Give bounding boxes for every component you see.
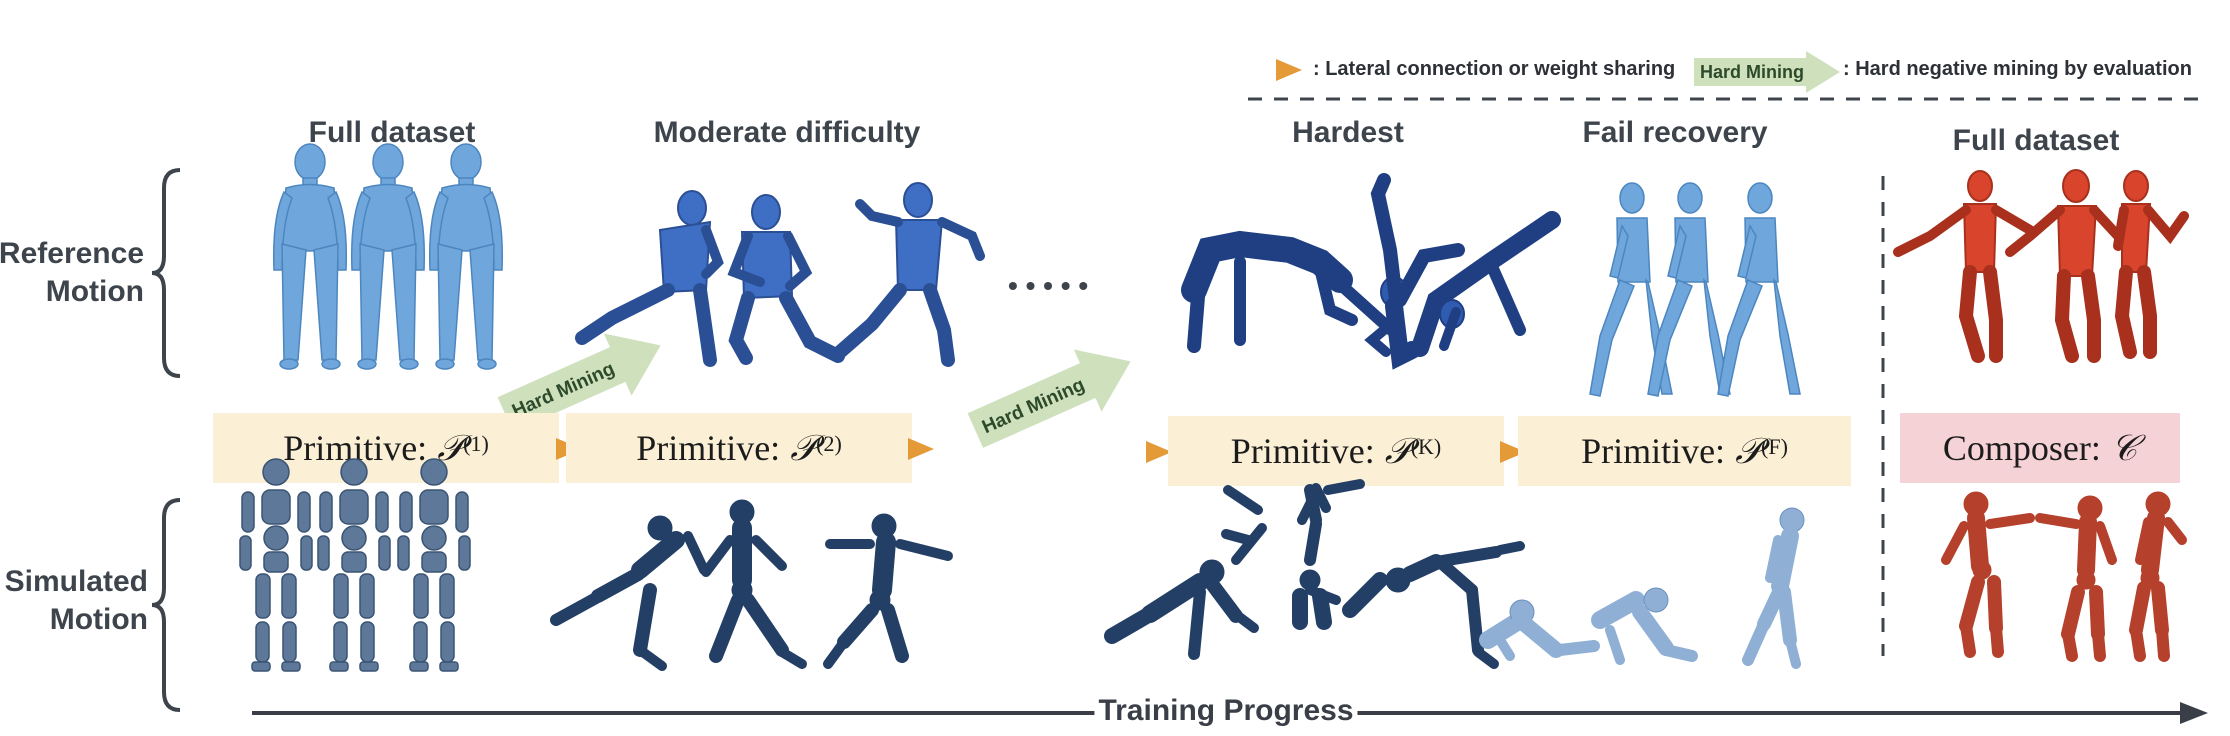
primitive-2-prefix: Primitive: xyxy=(636,428,781,468)
stage-header-full-dataset: Full dataset xyxy=(308,116,476,149)
primitive-f-box: Primitive: 𝒫 (F) xyxy=(1518,416,1851,486)
stage-header-fail-recovery: Fail recovery xyxy=(1582,116,1768,149)
hard-mining-legend-text: : Hard negative mining by evaluation xyxy=(1843,58,2192,80)
stage-header-hardest: Hardest xyxy=(1292,116,1404,149)
primitive-k-prefix: Primitive: xyxy=(1230,431,1375,471)
composer-separator xyxy=(1881,176,1885,656)
training-progress-label: Training Progress xyxy=(1094,694,1358,728)
primitive-2-box: Primitive: 𝒫 (2) xyxy=(566,413,912,483)
stage-header-full-dataset-composer: Full dataset xyxy=(1952,124,2120,157)
primitive-k-superscript: (K) xyxy=(1410,434,1442,459)
composer-prefix: Composer: xyxy=(1942,428,2101,468)
hard-mining-legend-arrow: Hard Mining xyxy=(1694,51,1840,93)
row-label-simulated-motion: Simulated Motion xyxy=(4,565,148,636)
ellipsis: • • • • • xyxy=(1008,270,1089,301)
primitive-2-superscript: (2) xyxy=(816,431,842,456)
lateral-connection-legend-icon xyxy=(1276,59,1302,81)
lateral-connection-legend-text: : Lateral connection or weight sharing xyxy=(1313,58,1676,80)
reference-brace xyxy=(151,168,181,378)
hard-mining-arrow-1: Hard Mining xyxy=(497,333,661,432)
composer-symbol: 𝒞 xyxy=(2110,427,2138,468)
primitive-1-superscript: (1) xyxy=(463,431,489,456)
primitive-f-prefix: Primitive: xyxy=(1581,431,1726,471)
hard-mining-arrow-2: Hard Mining xyxy=(967,349,1131,448)
lateral-arrow-k-in xyxy=(1146,441,1172,463)
primitive-f-superscript: (F) xyxy=(1761,434,1788,459)
primitive-k-box: Primitive: 𝒫 (K) xyxy=(1168,416,1504,486)
primitive-2-symbol: 𝒫 xyxy=(790,427,817,468)
primitive-1-box: Primitive: 𝒫 (1) xyxy=(213,413,559,483)
composer-box: Composer: 𝒞 xyxy=(1900,413,2180,483)
primitive-f-symbol: 𝒫 xyxy=(1735,430,1762,471)
simulated-brace xyxy=(151,498,181,712)
row-label-reference-motion: Reference Motion xyxy=(0,237,144,308)
hard-mining-legend-label: Hard Mining xyxy=(1700,62,1804,82)
legend-divider xyxy=(1248,97,2198,101)
lateral-arrow-2 xyxy=(908,438,934,460)
primitive-k-symbol: 𝒫 xyxy=(1384,430,1411,471)
stage-header-moderate-difficulty: Moderate difficulty xyxy=(653,116,921,149)
